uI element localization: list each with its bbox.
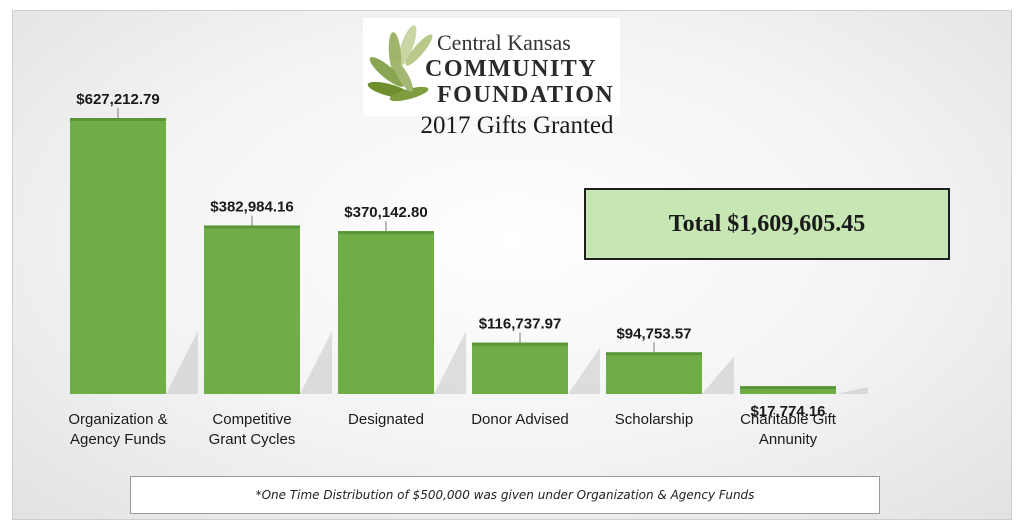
category-label: Charitable Gift: [740, 411, 837, 428]
logo-line-foundation: FOUNDATION: [437, 82, 615, 108]
bar: [70, 118, 166, 394]
bar-shadow: [434, 331, 466, 394]
bar: [606, 352, 702, 394]
bar-top-edge: [70, 118, 166, 121]
foundation-logo: Central Kansas COMMUNITY FOUNDATION: [363, 18, 620, 116]
category-label: Donor Advised: [471, 411, 569, 428]
footnote-text: *One Time Distribution of $500,000 was g…: [255, 488, 755, 502]
chart-title: 2017 Gifts Granted: [420, 112, 614, 139]
bar-shadow: [836, 386, 868, 394]
category-label: Designated: [348, 411, 424, 428]
data-label: $17,774.16: [750, 403, 825, 420]
data-label: $94,753.57: [616, 325, 691, 342]
bar-top-edge: [740, 386, 836, 390]
bar-top-edge: [472, 342, 568, 346]
logo-line-community: COMMUNITY: [425, 56, 598, 82]
bar-top-edge: [338, 231, 434, 235]
category-label: Agency Funds: [70, 431, 166, 448]
category-label: Organization &: [68, 411, 167, 428]
footnote-box: *One Time Distribution of $500,000 was g…: [130, 476, 880, 514]
logo-line-central-kansas: Central Kansas: [437, 30, 571, 55]
data-label: $370,142.80: [344, 204, 427, 221]
category-label: Annunity: [759, 431, 818, 448]
category-label: Competitive: [212, 411, 291, 428]
bar-top-edge: [204, 225, 300, 229]
bar: [338, 231, 434, 394]
leaf-logo-icon: [367, 25, 433, 102]
bar-top-edge: [606, 352, 702, 356]
bar: [204, 225, 300, 394]
data-label: $382,984.16: [210, 198, 293, 215]
bar: [472, 342, 568, 394]
category-label: Grant Cycles: [209, 431, 296, 448]
total-label: Total $1,609,605.45: [668, 210, 866, 237]
total-box: Total $1,609,605.45: [584, 188, 950, 260]
category-label: Scholarship: [615, 411, 693, 428]
bar: [740, 386, 836, 394]
bar-shadow: [702, 356, 734, 394]
data-label: $116,737.97: [479, 316, 562, 333]
data-label: $627,212.79: [76, 91, 159, 108]
bar-shadow: [300, 331, 332, 394]
bar-shadow: [568, 347, 600, 394]
bar-shadow: [166, 331, 198, 394]
